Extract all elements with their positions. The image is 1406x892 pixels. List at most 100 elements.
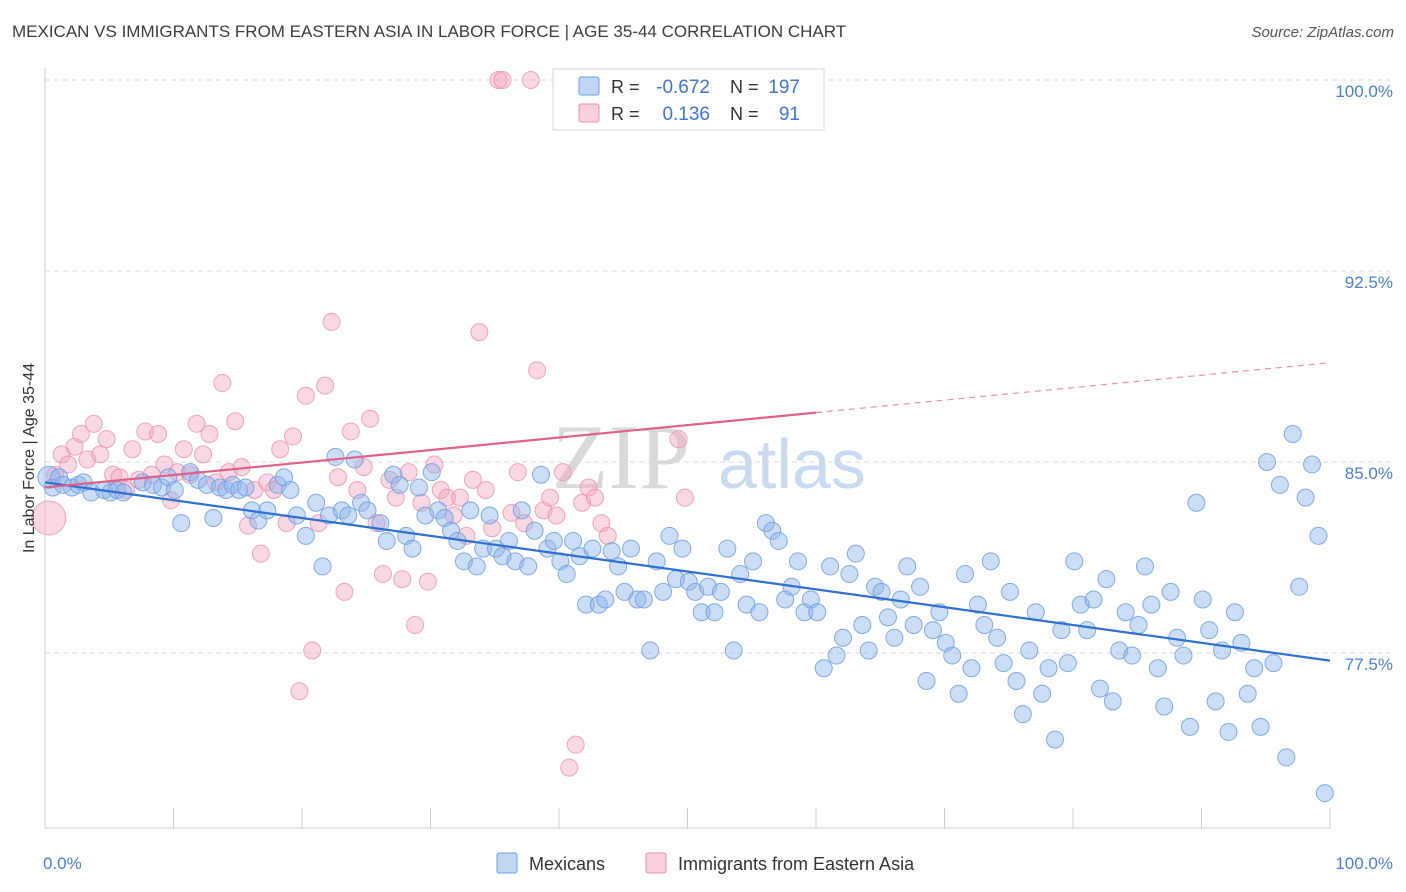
eastern-asia-point [59,455,78,474]
eastern-asia-point [84,414,103,433]
mexicans-point [1174,646,1193,665]
legend-r-label-2: R = [611,104,640,124]
mexicans-point [422,463,441,482]
eastern-asia-point [451,488,470,507]
eastern-asia-point [303,641,322,660]
eastern-asia-point [31,500,67,536]
mexicans-point [898,557,917,576]
mexicans-point [763,521,782,540]
mexicans-point [1065,552,1084,571]
mexicans-point [885,628,904,647]
mexicans-point [339,506,358,525]
mexicans-point [461,501,480,520]
mexicans-point [1277,748,1296,767]
trend-lines [44,362,1331,662]
eastern-asia-point [335,582,354,601]
legend-swatch-eastern-asia [578,103,600,123]
mexicans-point [1206,692,1225,711]
eastern-asia-point [341,422,360,441]
x-tick-label: 100.0% [1335,854,1393,873]
mexicans-point [1193,590,1212,609]
eastern-asia-point [553,463,572,482]
mexicans-point [1148,659,1167,678]
mexicans-point [1264,654,1283,673]
eastern-asia-point [361,409,380,428]
mexicans-point [628,590,647,609]
eastern-asia-point [149,424,168,443]
mexicans-point [236,478,255,497]
mexicans-point [917,672,936,691]
mexicans-point [512,501,531,520]
eastern-asia-point [174,440,193,459]
eastern-asia-point [316,376,335,395]
mexicans-point [711,582,730,601]
mexicans-point [564,531,583,550]
immigrants-eastern-asia-points [31,71,765,777]
mexicans-point [968,595,987,614]
x-tick-label: 0.0% [43,854,82,873]
mexicans-point [1187,493,1206,512]
mexicans-point [352,493,371,512]
mexicans-point [307,493,326,512]
mexicans-points [37,424,1334,803]
mexicans-point [313,557,332,576]
mexicans-point [358,501,377,520]
eastern-asia-point [521,71,540,89]
mexicans-point [827,646,846,665]
watermark-zip: ZIP [552,406,690,508]
legend-r-value-2: 0.136 [662,104,710,125]
mexicans-point [756,514,775,533]
mexicans-point [1103,692,1122,711]
mexicans-point [904,615,923,634]
eastern-asia-point [91,445,110,464]
eastern-asia-point [393,570,412,589]
eastern-asia-point [489,71,508,89]
mexicans-point [821,557,840,576]
mexicans-point [975,615,994,634]
mexicans-point [1033,684,1052,703]
mexicans-point [718,539,737,558]
mexicans-point [634,590,653,609]
series-legend: Mexicans Immigrants from Eastern Asia [496,852,915,874]
mexicans-point [409,478,428,497]
mexicans-point [1161,582,1180,601]
mexicans-point [769,531,788,550]
mexicans-point [872,582,891,601]
eastern-asia-point [406,615,425,634]
legend-n-value-2: 91 [779,104,800,125]
mexicans-point [1290,577,1309,596]
mexicans-point [750,603,769,622]
mexicans-point [596,590,615,609]
mexicans-point [1116,603,1135,622]
mexicans-point [641,641,660,660]
mexicans-point [1001,582,1020,601]
mexicans-point [557,565,576,584]
mexicans-point [673,539,692,558]
mexicans-point [519,557,538,576]
mexicans-point [808,603,827,622]
mexicans-point [859,641,878,660]
tick-labels: 77.5% 85.0% 92.5% 100.0% 0.0% 100.0% [43,82,1393,873]
eastern-asia-point [296,386,315,405]
eastern-asia-point [399,463,418,482]
eastern-asia-point [97,430,116,449]
series-legend-label-mexicans: Mexicans [529,854,605,874]
eastern-asia-point [598,526,617,545]
mexicans-point [962,659,981,678]
legend-n-label-2: N = [730,104,759,124]
mexicans-point [1296,488,1315,507]
mexicans-point [532,465,551,484]
mexicans-point [840,565,859,584]
watermark: ZIP atlas [552,406,866,508]
mexicans-point [204,509,223,528]
eastern-asia-point [463,470,482,489]
mexicans-point [429,501,448,520]
mexicans-point [1007,672,1026,691]
mexicans-point [1058,654,1077,673]
eastern-asia-point [239,516,258,535]
mexicans-point [1123,646,1142,665]
mexicans-point [1200,621,1219,640]
mexicans-point [1084,590,1103,609]
mexicans-point [846,544,865,563]
series-legend-swatch-mexicans [496,852,518,874]
